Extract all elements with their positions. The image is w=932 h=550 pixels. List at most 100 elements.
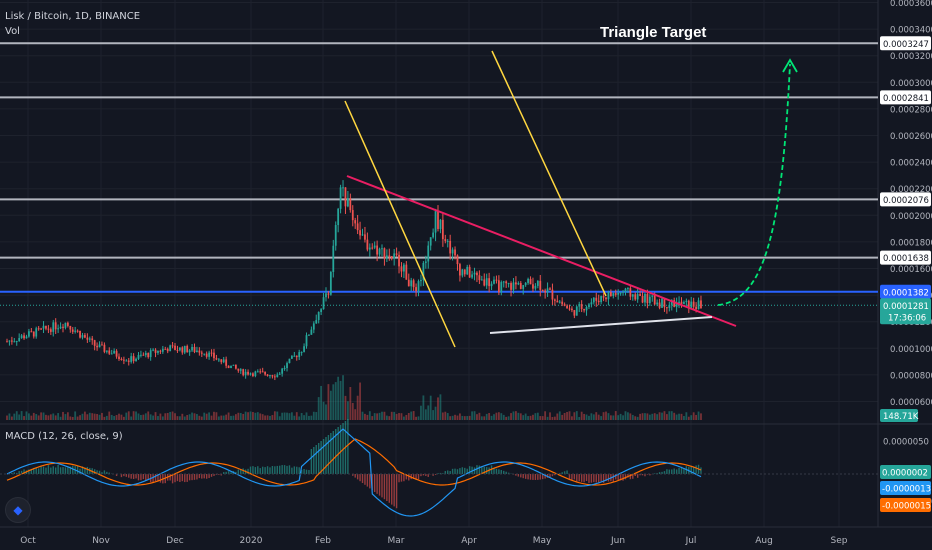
horizontal-levels[interactable] bbox=[0, 42, 878, 306]
macd-hist-bar bbox=[28, 469, 30, 474]
candle-body bbox=[634, 294, 637, 300]
candle-body bbox=[612, 293, 615, 297]
volume-bar bbox=[644, 413, 646, 420]
volume-bar bbox=[561, 414, 564, 420]
candle-body bbox=[580, 304, 583, 310]
volume-bar bbox=[135, 411, 137, 420]
candle-body bbox=[113, 350, 116, 354]
candle-body bbox=[468, 266, 471, 278]
macd-hist-bar bbox=[371, 474, 373, 491]
volume-bar bbox=[670, 411, 673, 420]
candle-body bbox=[602, 296, 605, 298]
candle-body bbox=[208, 352, 211, 357]
candle-body bbox=[476, 272, 478, 276]
macd-value-label: -0.0000015 bbox=[882, 502, 931, 512]
grid bbox=[0, 0, 932, 528]
macd-hist-bar bbox=[286, 465, 288, 474]
volume-bar bbox=[361, 411, 364, 420]
candle-body bbox=[439, 219, 442, 229]
candle-body bbox=[332, 245, 335, 272]
price-axis[interactable]: 0.0003600 0.0003400 0.0003200 0.0003000 0.00… bbox=[880, 0, 932, 512]
volume-bar bbox=[515, 411, 517, 420]
macd-hist-bar bbox=[291, 467, 293, 474]
volume-bar bbox=[130, 416, 133, 420]
macd-hist-bar bbox=[203, 474, 205, 479]
volume-bar bbox=[298, 416, 301, 420]
volume-bar bbox=[210, 415, 213, 420]
macd-hist-bar bbox=[395, 474, 398, 509]
candle-body bbox=[91, 338, 94, 341]
macd-hist-bar bbox=[293, 466, 296, 474]
macd-hist-bar bbox=[279, 465, 281, 474]
candle-body bbox=[298, 352, 301, 358]
macd-hist-bar bbox=[661, 471, 663, 474]
macd-hist-bar bbox=[576, 474, 578, 482]
macd-hist-bar bbox=[534, 474, 537, 480]
volume-bar bbox=[113, 416, 116, 420]
tradingview-logo-icon[interactable]: ◆ bbox=[5, 497, 31, 523]
volume-bar bbox=[490, 415, 493, 420]
candle-body bbox=[76, 330, 79, 332]
macd-hist-bar bbox=[196, 474, 198, 480]
volume-bar bbox=[237, 412, 240, 420]
candle-body bbox=[405, 264, 408, 280]
macd-hist-bar bbox=[337, 427, 339, 474]
macd-hist-bar bbox=[403, 474, 405, 482]
volume-bar bbox=[439, 394, 442, 420]
candle-body bbox=[320, 309, 323, 313]
volume-bar bbox=[434, 406, 437, 420]
candle-body bbox=[247, 371, 249, 375]
macd-hist-bar bbox=[76, 465, 79, 474]
macd-hist-bar bbox=[13, 472, 16, 474]
volume-bar bbox=[305, 412, 308, 420]
macd-value-label: -0.0000013 bbox=[882, 485, 931, 495]
macd-hist-bar bbox=[590, 474, 593, 483]
macd-hist-bar bbox=[288, 465, 291, 474]
macd-hist-bar bbox=[354, 474, 356, 478]
time-axis[interactable]: Oct Nov Dec 2020 Feb Mar Apr May Jun Jul Aug Sep bbox=[20, 536, 848, 546]
price-tick-label: 0.0002200 bbox=[890, 185, 932, 195]
drawings[interactable] bbox=[344, 50, 798, 348]
macd-hist-bar bbox=[335, 429, 337, 474]
volume-bar bbox=[203, 412, 206, 420]
candle-body bbox=[342, 187, 344, 189]
macd-hist-bar bbox=[79, 468, 81, 474]
macd-hist-bar bbox=[147, 474, 149, 480]
macd-hist-bar bbox=[692, 467, 695, 474]
macd-hist-bar bbox=[108, 472, 110, 474]
volume-bar bbox=[437, 397, 439, 420]
volume-bar bbox=[108, 411, 111, 420]
macd-hist-bar bbox=[668, 469, 671, 474]
volume-bar bbox=[159, 413, 162, 420]
candle-body bbox=[471, 274, 473, 278]
volume-bar bbox=[631, 414, 634, 420]
volume-bar bbox=[605, 411, 607, 420]
time-tick-label: Nov bbox=[92, 536, 110, 546]
volume-bar bbox=[278, 416, 281, 420]
volume-bar bbox=[502, 414, 505, 420]
time-tick-label: Apr bbox=[461, 536, 477, 546]
volume-bar bbox=[697, 411, 700, 420]
macd-hist-bar bbox=[237, 469, 240, 474]
candle-body bbox=[437, 211, 439, 229]
candle-body bbox=[249, 373, 252, 375]
macd-hist-bar bbox=[619, 474, 622, 481]
volume-bar bbox=[378, 412, 381, 420]
macd-hist-bar bbox=[103, 470, 106, 474]
macd-hist-bar bbox=[142, 474, 145, 480]
macd-hist-bar bbox=[666, 469, 668, 474]
macd-hist-bar bbox=[412, 474, 415, 479]
macd-hist-bar bbox=[632, 474, 634, 479]
candle-body bbox=[539, 280, 542, 290]
volume-bar bbox=[539, 416, 542, 420]
macd-hist-bar bbox=[135, 474, 137, 479]
macd-hist-bar bbox=[271, 465, 274, 474]
volume-bar bbox=[247, 412, 249, 420]
macd-hist-bar bbox=[269, 467, 271, 474]
candle-body bbox=[35, 328, 38, 337]
volume-bar bbox=[356, 395, 359, 420]
macd-hist-bar bbox=[529, 474, 532, 480]
candle-body bbox=[556, 300, 559, 303]
target-projection-curve bbox=[717, 63, 791, 306]
